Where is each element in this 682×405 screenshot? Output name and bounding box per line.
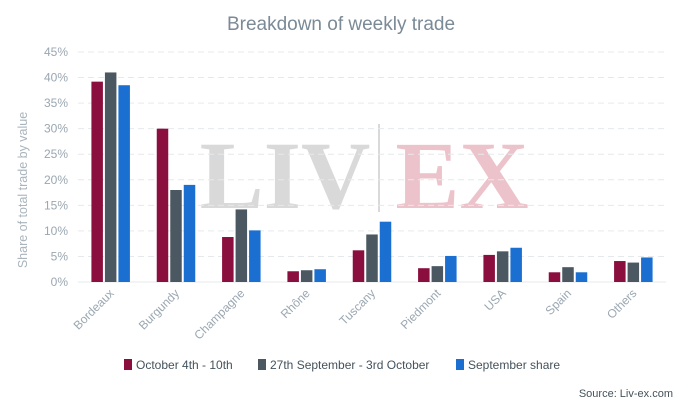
- y-tick-label: 35%: [44, 96, 68, 110]
- watermark-ex: EX: [395, 122, 528, 229]
- y-axis-ticks: 0% 5% 10% 15% 20% 25% 30% 35% 40% 45%: [44, 45, 68, 289]
- legend-label: September share: [468, 358, 560, 372]
- y-tick-label: 20%: [44, 173, 68, 187]
- bars: [91, 72, 653, 283]
- legend-swatch: [258, 359, 266, 370]
- y-tick-label: 10%: [44, 224, 68, 238]
- chart-title: Breakdown of weekly trade: [227, 14, 455, 35]
- bar: [104, 72, 117, 282]
- x-tick-label: Tuscany: [336, 286, 378, 328]
- bar: [510, 247, 522, 282]
- legend-swatch: [124, 359, 132, 370]
- bar: [287, 271, 299, 282]
- bar: [118, 85, 130, 282]
- bar: [445, 255, 457, 282]
- bar: [156, 128, 169, 282]
- legend-label: October 4th - 10th: [136, 358, 233, 372]
- bar: [352, 250, 365, 282]
- y-tick-label: 5%: [51, 249, 69, 263]
- legend-label: 27th September - 3rd October: [270, 358, 429, 372]
- bar: [379, 221, 392, 282]
- watermark-divider: [378, 124, 380, 212]
- liv-ex-watermark: LIV EX: [200, 122, 529, 229]
- bar: [366, 234, 378, 282]
- bar: [91, 81, 103, 283]
- watermark-liv: LIV: [200, 122, 371, 229]
- x-tick-label: Champagne: [191, 286, 247, 342]
- x-tick-label: Others: [604, 286, 639, 321]
- y-tick-label: 45%: [44, 45, 68, 59]
- y-tick-label: 0%: [51, 275, 69, 289]
- bar: [300, 270, 313, 282]
- bar: [235, 209, 248, 282]
- y-tick-label: 30%: [44, 122, 68, 136]
- bar: [431, 266, 444, 282]
- y-tick-label: 15%: [44, 198, 68, 212]
- source-note: Source: Liv-ex.com: [579, 388, 673, 400]
- x-tick-label: Burgundy: [136, 286, 182, 332]
- bar: [641, 257, 653, 282]
- x-tick-label: Bordeaux: [71, 286, 117, 332]
- bar: [627, 262, 640, 282]
- legend-swatch: [456, 359, 464, 370]
- x-axis-ticks: Bordeaux Burgundy Champagne Rhône Tuscany Pie…: [71, 286, 640, 343]
- bar: [614, 261, 626, 282]
- bar: [314, 269, 326, 282]
- bar: [496, 251, 509, 282]
- y-tick-label: 40%: [44, 71, 68, 85]
- gridlines: [78, 51, 666, 283]
- y-axis-label: Share of total trade by value: [16, 112, 30, 268]
- bar: [548, 272, 561, 282]
- bar: [222, 237, 234, 282]
- x-tick-label: Rhône: [278, 286, 313, 321]
- x-tick-label: Spain: [543, 286, 575, 318]
- bar: [562, 267, 574, 282]
- legend: October 4th - 10th 27th September - 3rd O…: [124, 358, 560, 372]
- bar: [170, 190, 182, 282]
- bar: [418, 268, 430, 282]
- bar: [183, 184, 196, 282]
- y-tick-label: 25%: [44, 147, 68, 161]
- bar: [483, 254, 495, 282]
- bar: [249, 230, 261, 282]
- x-tick-label: USA: [481, 286, 508, 313]
- x-tick-label: Piedmont: [398, 286, 444, 332]
- bar: [575, 272, 588, 282]
